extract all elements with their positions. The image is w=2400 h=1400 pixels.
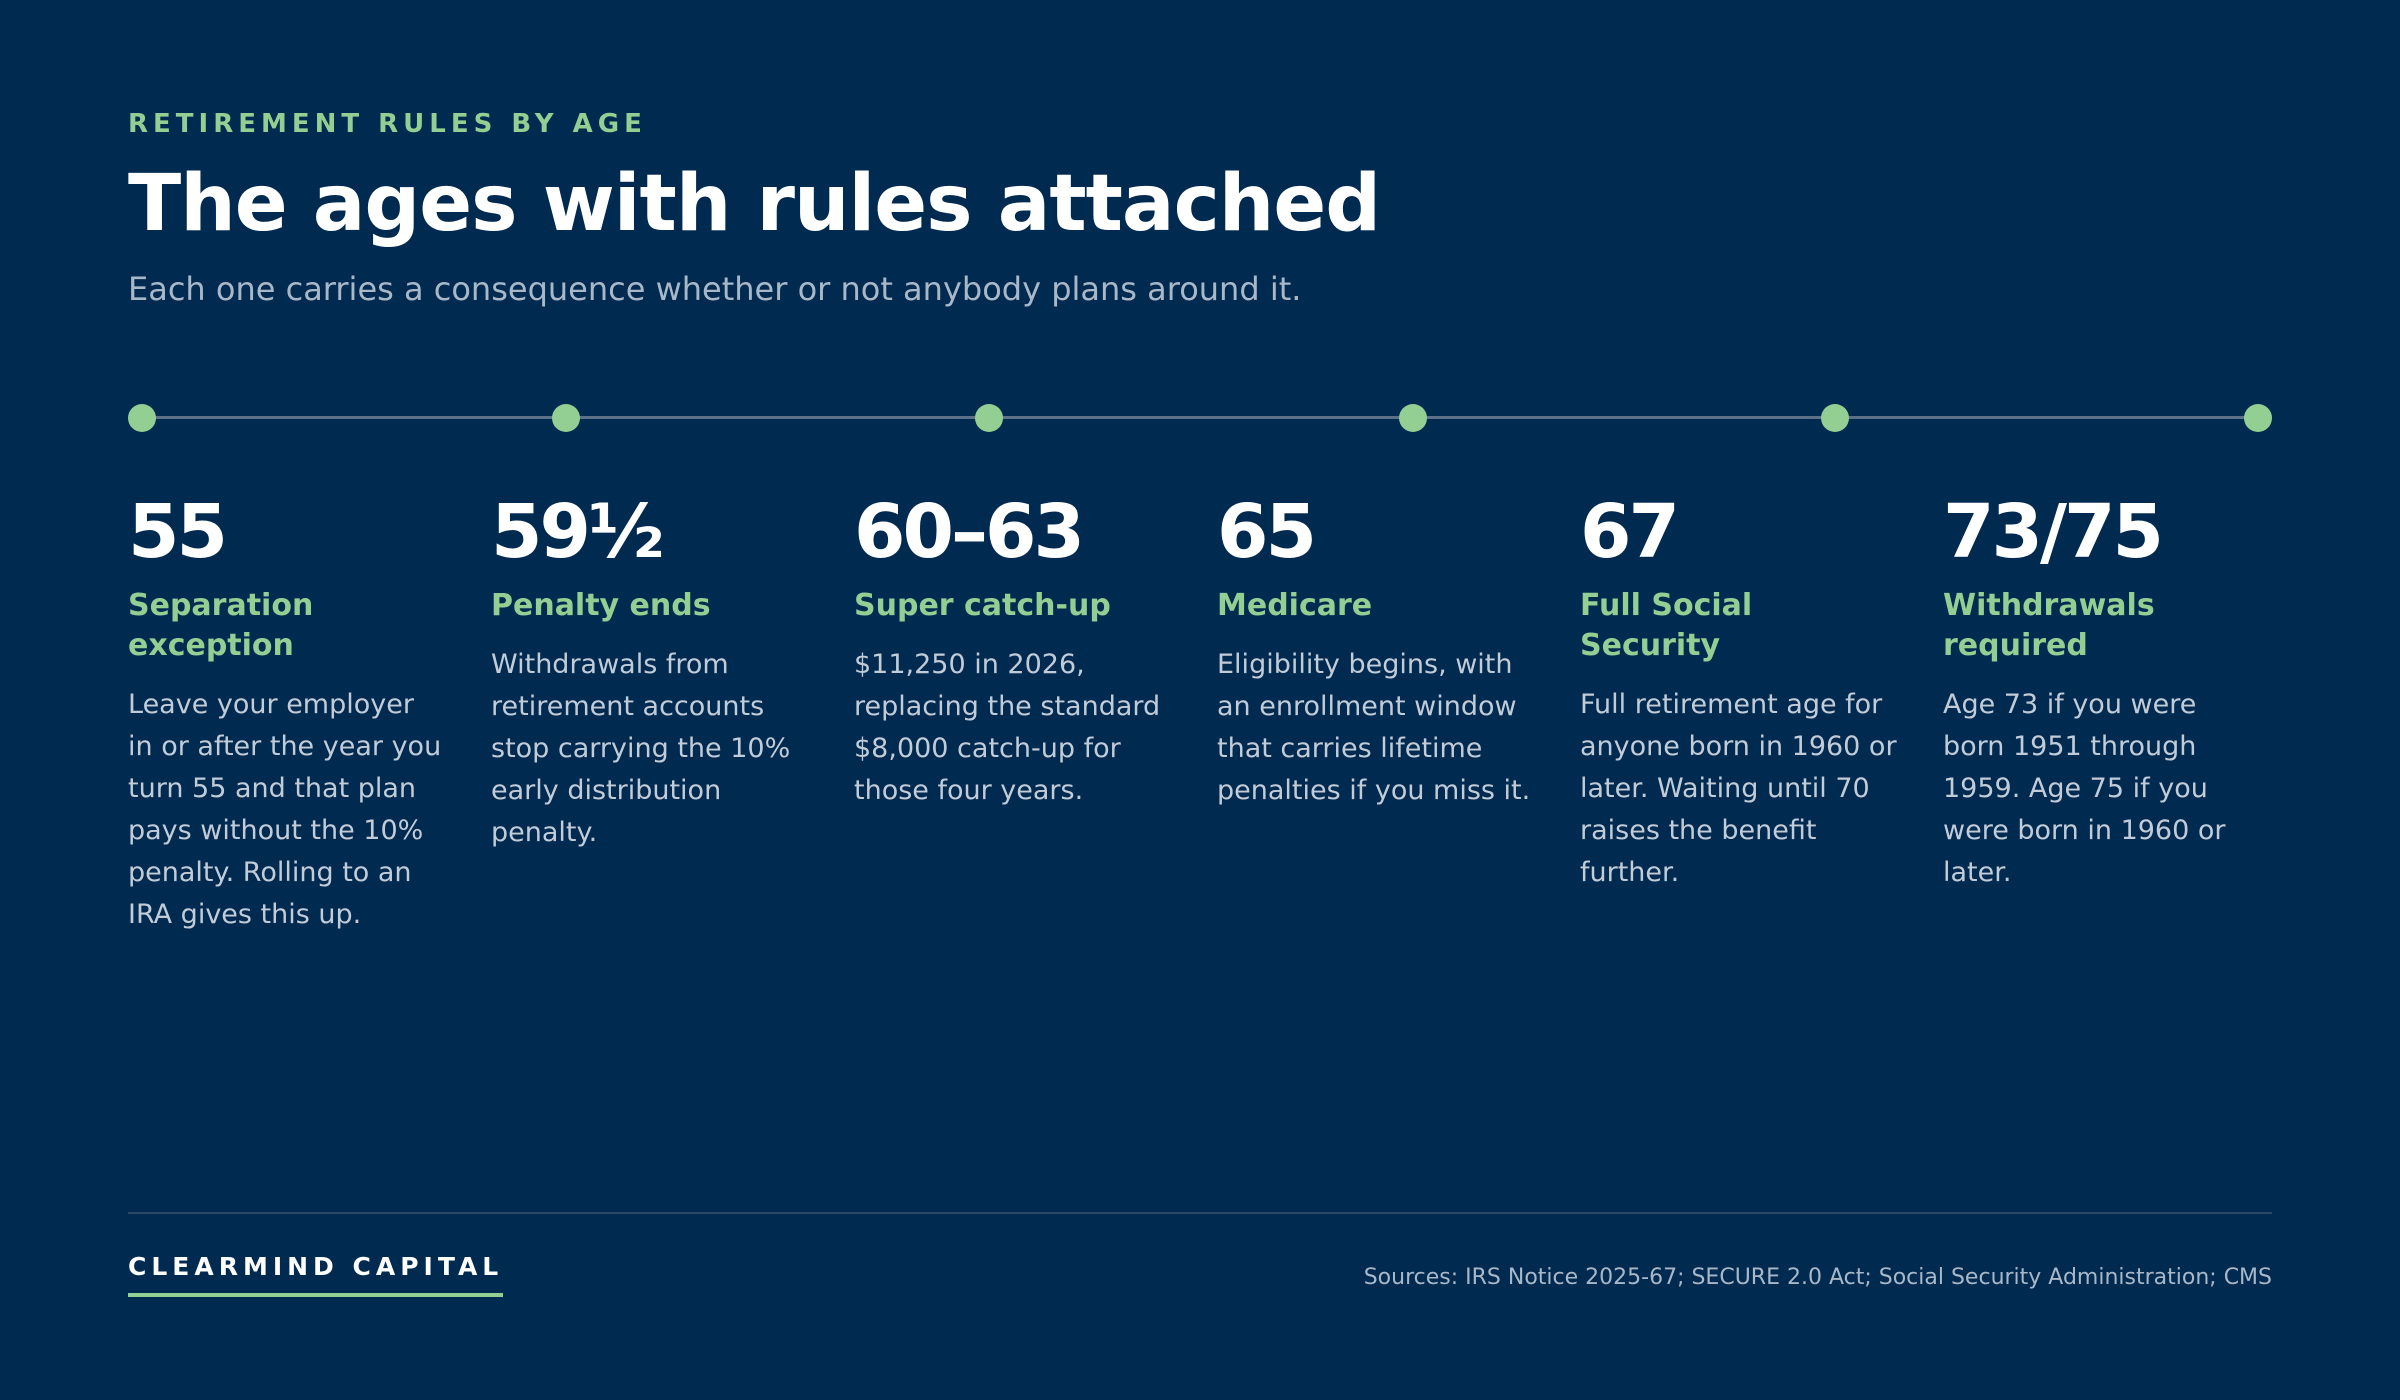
milestone-title: Medicare: [1217, 588, 1373, 623]
milestone-73-75: 73/75 Withdrawals required Age 73 if you…: [1943, 486, 2261, 894]
timeline-dot: [975, 404, 1003, 432]
timeline-line: [142, 416, 2258, 419]
page-title: The ages with rules attached: [128, 159, 1381, 249]
milestone-59-half: 59½ Penalty ends Withdrawals from retire…: [491, 486, 809, 854]
milestone-age: 73/75: [1943, 489, 2164, 575]
milestone-age: 65: [1217, 489, 1317, 575]
milestone-description: $11,250 in 2026, replacing the standard …: [854, 649, 1161, 806]
timeline-dot: [128, 404, 156, 432]
infographic: RETIREMENT RULES BY AGE The ages with ru…: [128, 0, 2272, 1400]
milestone-description: Eligibility begins, with an enrollment w…: [1217, 649, 1531, 806]
milestone-description: Leave your employer in or after the year…: [128, 689, 442, 930]
milestone-title: Penalty ends: [491, 588, 711, 623]
milestone-description: Age 73 if you were born 1951 through 195…: [1943, 689, 2226, 888]
timeline-dot: [552, 404, 580, 432]
brand-logo: CLEARMIND CAPITAL: [128, 1252, 504, 1297]
footer-divider: [128, 1212, 2272, 1214]
timeline: [128, 404, 2272, 432]
milestone-age: 59½: [491, 489, 665, 575]
timeline-dot: [1399, 404, 1427, 432]
milestone-age: 60–63: [854, 489, 1085, 575]
milestone-title: Withdrawals required: [1943, 588, 2155, 663]
page-subtitle: Each one carries a consequence whether o…: [128, 270, 1302, 308]
milestone-65: 65 Medicare Eligibility begins, with an …: [1217, 486, 1535, 812]
milestone-description: Withdrawals from retirement accounts sto…: [491, 649, 791, 848]
sources-note: Sources: IRS Notice 2025-67; SECURE 2.0 …: [1363, 1265, 2272, 1290]
milestone-age: 55: [128, 489, 228, 575]
eyebrow-label: RETIREMENT RULES BY AGE: [128, 109, 647, 139]
milestone-title: Full Social Security: [1580, 588, 1753, 663]
milestone-title: Separation exception: [128, 588, 314, 663]
timeline-dot: [2244, 404, 2272, 432]
milestone-title: Super catch-up: [854, 588, 1111, 623]
milestone-description: Full retirement age for anyone born in 1…: [1580, 689, 1897, 888]
milestone-age: 67: [1580, 489, 1680, 575]
milestone-60-63: 60–63 Super catch-up $11,250 in 2026, re…: [854, 486, 1172, 812]
timeline-dot: [1821, 404, 1849, 432]
milestone-67: 67 Full Social Security Full retirement …: [1580, 486, 1898, 894]
milestone-55: 55 Separation exception Leave your emplo…: [128, 486, 446, 936]
